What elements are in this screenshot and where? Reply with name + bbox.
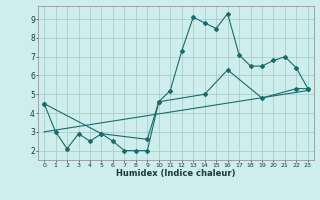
X-axis label: Humidex (Indice chaleur): Humidex (Indice chaleur) (116, 169, 236, 178)
